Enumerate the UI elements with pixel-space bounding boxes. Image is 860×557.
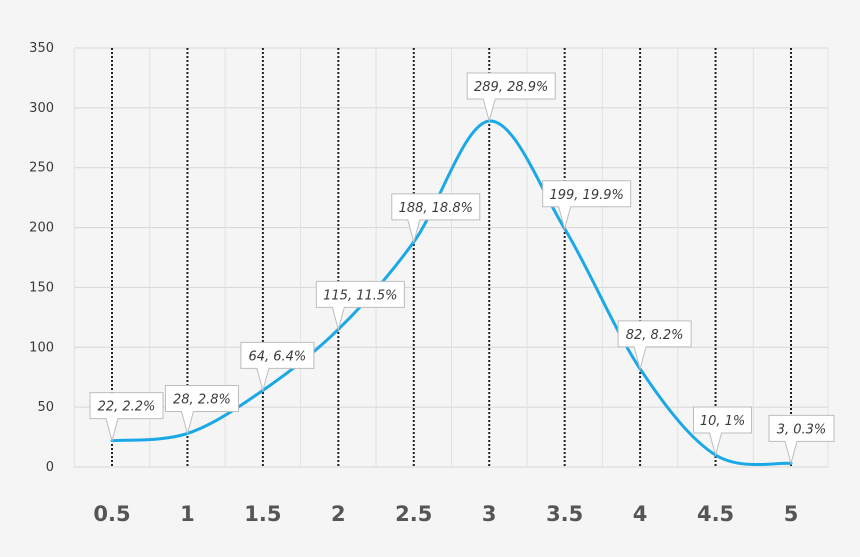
- x-tick-label: 2.5: [395, 502, 432, 526]
- x-axis-ticks: 0.5 1 1.5 2 2.5 3 3.5 4 4.5 5: [93, 502, 798, 526]
- data-label: 82, 8.2%: [617, 320, 692, 371]
- data-label: 3, 0.3%: [768, 414, 835, 466]
- data-label-text: 115, 11.5%: [323, 288, 397, 303]
- data-label-callout: [240, 341, 315, 393]
- data-label-callout: [391, 193, 481, 244]
- data-label-text: 3, 0.3%: [777, 422, 827, 437]
- x-tick-label: 2: [331, 502, 346, 526]
- series-line: [110, 119, 793, 467]
- x-tick-label: 3.5: [546, 502, 583, 526]
- data-label: 199, 19.9%: [542, 180, 632, 231]
- data-label-text: 82, 8.2%: [626, 328, 684, 343]
- data-label-text: 22, 2.2%: [98, 400, 156, 415]
- y-tick-label: 250: [29, 161, 54, 176]
- data-label-text: 64, 6.4%: [248, 349, 306, 364]
- data-label-callout: [542, 180, 632, 231]
- dotted-vertical-lines: [111, 48, 792, 467]
- data-label-text: 10, 1%: [700, 414, 745, 429]
- data-label-text: 188, 18.8%: [399, 201, 473, 216]
- data-label-callout: [315, 280, 405, 332]
- x-tick-label: 4: [633, 502, 648, 526]
- data-label: 289, 28.9%: [466, 72, 556, 123]
- data-label: 115, 11.5%: [315, 280, 405, 332]
- series-layer: [110, 119, 793, 467]
- y-tick-label: 0: [46, 460, 54, 475]
- data-label-callout: [693, 406, 753, 457]
- y-tick-label: 100: [29, 340, 54, 355]
- data-label-callout: [466, 72, 556, 123]
- data-label-callout: [89, 392, 164, 443]
- data-label-callout: [617, 320, 692, 371]
- data-label: 188, 18.8%: [391, 193, 481, 244]
- y-tick-label: 50: [37, 400, 54, 415]
- x-tick-label: 5: [784, 502, 799, 526]
- data-label-text: 28, 2.8%: [173, 392, 231, 407]
- data-label-callout: [768, 414, 835, 466]
- y-tick-label: 350: [29, 41, 54, 56]
- data-label: 22, 2.2%: [89, 392, 164, 443]
- data-label-text: 199, 19.9%: [549, 188, 623, 203]
- data-label: 10, 1%: [693, 406, 753, 457]
- x-tick-label: 3: [482, 502, 497, 526]
- data-labels: 22, 2.2% 28, 2.8% 64, 6.4% 115, 11.5% 188, 1…: [89, 72, 835, 466]
- x-tick-label: 1: [180, 502, 195, 526]
- x-tick-label: 4.5: [697, 502, 734, 526]
- y-tick-label: 150: [29, 280, 54, 295]
- y-axis-ticks: 0 50 100 150 200 250 300 350: [29, 41, 54, 475]
- y-tick-label: 300: [29, 101, 54, 116]
- data-label: 64, 6.4%: [240, 341, 315, 393]
- data-label-callout: [164, 384, 239, 436]
- x-tick-label: 1.5: [244, 502, 281, 526]
- y-tick-label: 200: [29, 221, 54, 236]
- data-label: 28, 2.8%: [164, 384, 239, 436]
- x-tick-label: 0.5: [93, 502, 130, 526]
- data-label-text: 289, 28.9%: [474, 80, 548, 95]
